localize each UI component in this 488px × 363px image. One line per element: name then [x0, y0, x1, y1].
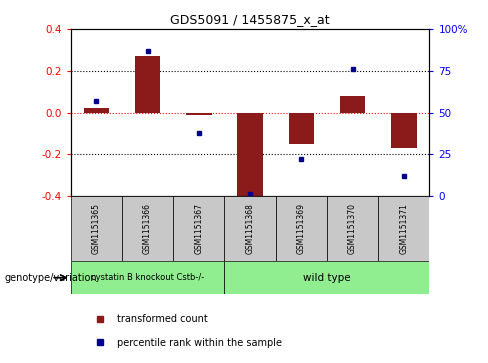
- Bar: [71, 196, 122, 261]
- Text: cystatin B knockout Cstb-/-: cystatin B knockout Cstb-/-: [91, 273, 204, 282]
- Bar: [327, 196, 378, 261]
- Bar: [288, 113, 314, 144]
- Text: GSM1151366: GSM1151366: [143, 203, 152, 254]
- Text: wild type: wild type: [303, 273, 351, 283]
- Bar: [71, 261, 224, 294]
- Text: GSM1151370: GSM1151370: [348, 203, 357, 254]
- Title: GDS5091 / 1455875_x_at: GDS5091 / 1455875_x_at: [170, 13, 330, 26]
- Text: transformed count: transformed count: [117, 314, 208, 325]
- Text: GSM1151371: GSM1151371: [399, 203, 408, 254]
- Bar: [173, 196, 224, 261]
- Bar: [237, 113, 263, 196]
- Text: GSM1151365: GSM1151365: [92, 203, 101, 254]
- Text: GSM1151369: GSM1151369: [297, 203, 306, 254]
- Bar: [135, 56, 161, 113]
- Bar: [276, 196, 327, 261]
- Bar: [224, 196, 276, 261]
- Bar: [122, 196, 173, 261]
- Text: genotype/variation: genotype/variation: [5, 273, 98, 283]
- Text: GSM1151367: GSM1151367: [194, 203, 203, 254]
- Text: percentile rank within the sample: percentile rank within the sample: [117, 338, 282, 348]
- Bar: [224, 261, 429, 294]
- Bar: [186, 113, 212, 115]
- Bar: [83, 108, 109, 113]
- Bar: [378, 196, 429, 261]
- Bar: [391, 113, 417, 148]
- Bar: [340, 96, 366, 113]
- Text: GSM1151368: GSM1151368: [245, 203, 255, 254]
